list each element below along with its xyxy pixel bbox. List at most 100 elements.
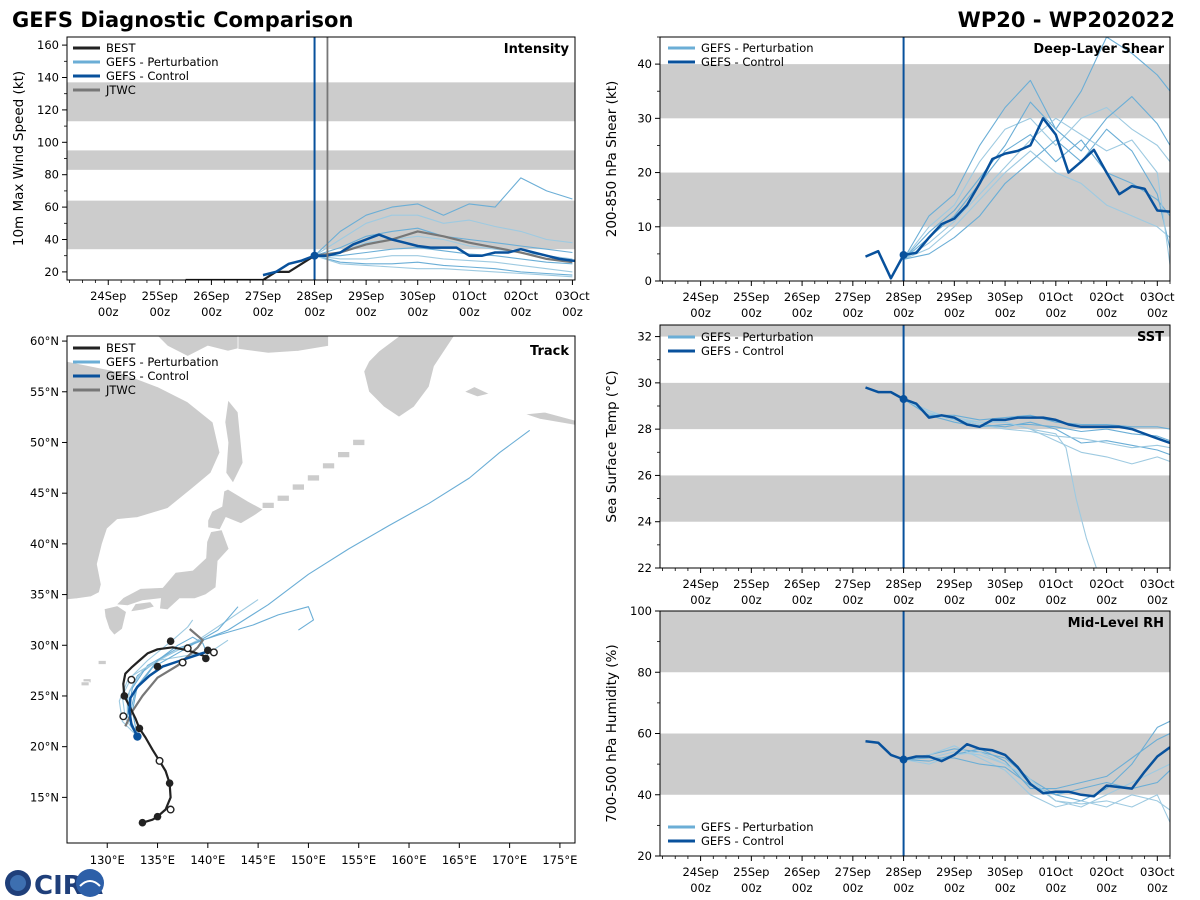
track-ytick-label: 25°N [30, 689, 59, 703]
rh-legend-label: GEFS - Perturbation [701, 820, 814, 834]
shear-frame [659, 36, 1171, 282]
track-legend-label: GEFS - Control [106, 369, 189, 383]
intensity-ytick-label: 40 [44, 233, 59, 247]
shear-xtick-hour: 00z [1045, 306, 1066, 320]
rh-ytick-label: 20 [637, 849, 652, 863]
track-ytick-label: 30°N [30, 638, 59, 652]
shear-series-perturbation [903, 106, 1170, 260]
land-ryukyu-island [97, 660, 107, 665]
track-xtick-label: 155°E [341, 853, 376, 867]
sst-xtick-hour: 00z [792, 593, 813, 607]
rh-xtick-hour: 00z [1045, 881, 1066, 895]
sst-xtick-hour: 00z [893, 593, 914, 607]
rh-xtick-hour: 00z [741, 881, 762, 895]
track-lines-layer [118, 429, 531, 824]
intensity-series-perturbation [314, 214, 573, 257]
rh-title: Mid-Level RH [1068, 616, 1164, 631]
track-ytick-label: 35°N [30, 588, 59, 602]
shear-xtick-date: 29Sep [936, 290, 972, 304]
shear-xtick-hour: 00z [1096, 306, 1117, 320]
rh-xtick-hour: 00z [893, 881, 914, 895]
intensity-series-jtwc [314, 230, 573, 264]
land-kyushu [103, 605, 127, 636]
land-mainland-korea [67, 360, 221, 601]
track-xtick-label: 175°E [542, 853, 577, 867]
sst-xtick-hour: 00z [842, 593, 863, 607]
sst-xtick-date: 24Sep [682, 577, 718, 591]
track-ytick-label: 45°N [30, 486, 59, 500]
shear-series-perturbation [903, 117, 1170, 265]
track-ytick-label: 15°N [30, 790, 59, 804]
shear-legend-label: GEFS - Control [701, 55, 784, 69]
shear-band [660, 64, 1170, 119]
intensity-series-perturbation [314, 255, 573, 273]
sst-title: SST [1137, 330, 1164, 345]
sst-xtick-date: 01Oct [1039, 577, 1074, 591]
land-kuril-island [261, 501, 275, 509]
rh-series-gefs-control [865, 739, 1170, 798]
intensity-ytick-label: 60 [44, 200, 59, 214]
shear-xtick-hour: 00z [944, 306, 965, 320]
shear-xtick-hour: 00z [792, 306, 813, 320]
sst-xtick-date: 02Oct [1089, 577, 1124, 591]
sst-xtick-date: 29Sep [936, 577, 972, 591]
track-best-marker-filled [135, 724, 144, 733]
track-xtick-label: 170°E [492, 853, 527, 867]
rh-xtick-date: 27Sep [835, 865, 871, 879]
intensity-panel: 20 40 60 80 100 120 140 160 24Sep 00z 25Sep 00z 26Se… [11, 36, 590, 319]
rh-init-marker [899, 755, 908, 764]
land-sakhalin [224, 398, 244, 484]
track-ytick-label: 20°N [30, 740, 59, 754]
shear-band [660, 172, 1170, 227]
intensity-ytick-label: 100 [37, 135, 59, 149]
intensity-xtick-hour: 00z [562, 305, 583, 319]
intensity-ytick-label: 120 [37, 103, 59, 117]
sst-legend-label: GEFS - Control [701, 344, 784, 358]
intensity-ytick-label: 20 [44, 265, 59, 279]
rh-xtick-hour: 00z [1147, 881, 1168, 895]
track-ytick-label: 60°N [30, 334, 59, 348]
rh-ytick-label: 100 [630, 604, 652, 618]
track-best-marker-filled [138, 818, 147, 827]
cira-wave-mark [79, 880, 101, 887]
intensity-xtick-hour: 00z [511, 305, 532, 319]
intensity-xtick-hour: 00z [253, 305, 274, 319]
intensity-xtick-hour: 00z [459, 305, 480, 319]
intensity-xtick-date: 26Sep [193, 289, 229, 303]
rh-xtick-date: 03Oct [1140, 865, 1175, 879]
storm-id-title: WP20 - WP202022 [958, 8, 1175, 32]
intensity-legend-label: GEFS - Control [106, 69, 189, 83]
intensity-ytick-label: 80 [44, 168, 59, 182]
track-xtick-label: 150°E [291, 853, 326, 867]
rh-panel: 20 40 60 80 100 24Sep 00z 25Sep 00z 26Sep 00z 27Sep… [604, 604, 1175, 895]
rh-xtick-date: 02Oct [1089, 865, 1124, 879]
land-kuril-island [306, 474, 320, 482]
intensity-xtick-date: 01Oct [452, 289, 487, 303]
track-best-marker-open [183, 644, 192, 653]
intensity-xtick-date: 24Sep [90, 289, 126, 303]
sst-ytick-label: 28 [637, 422, 652, 436]
sst-ytick-label: 26 [637, 468, 652, 482]
land-kuril-island [337, 451, 351, 459]
intensity-init-marker [310, 251, 319, 260]
intensity-legend-label: BEST [106, 41, 136, 55]
sst-xtick-hour: 00z [1096, 593, 1117, 607]
track-xtick-label: 160°E [392, 853, 427, 867]
track-ytick-label: 40°N [30, 537, 59, 551]
intensity-xtick-hour: 00z [201, 305, 222, 319]
intensity-xtick-date: 27Sep [245, 289, 281, 303]
rh-band [660, 733, 1170, 795]
shear-legend-label: GEFS - Perturbation [701, 41, 814, 55]
sst-init-marker [899, 395, 908, 404]
track-series-gefs-control [128, 648, 209, 738]
intensity-legend-label: JTWC [105, 83, 136, 97]
land-kuril-island [291, 483, 305, 491]
rh-ytick-label: 40 [637, 788, 652, 802]
track-best-marker-open [166, 805, 175, 814]
track-legend-label: JTWC [105, 383, 136, 397]
shear-ytick-label: 20 [637, 166, 652, 180]
shear-xtick-date: 26Sep [784, 290, 820, 304]
rh-xtick-date: 26Sep [784, 865, 820, 879]
shear-xtick-hour: 00z [893, 306, 914, 320]
intensity-xtick-date: 30Sep [400, 289, 436, 303]
